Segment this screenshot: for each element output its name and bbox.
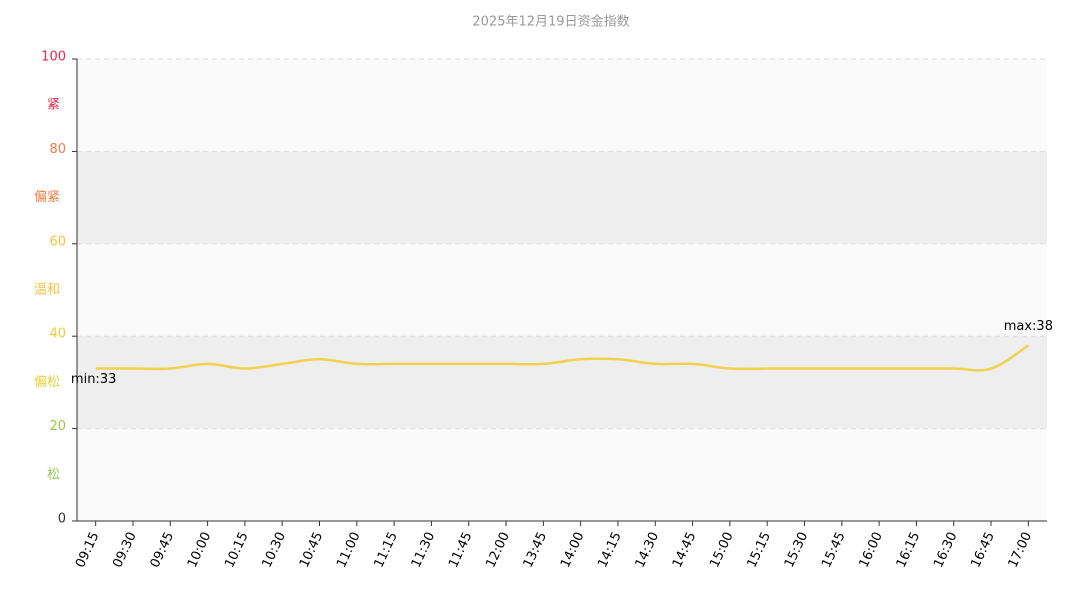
x-tick-label: 10:15 (222, 530, 251, 570)
x-tick-label: 16:15 (894, 530, 923, 570)
band-label: 偏紧 (34, 190, 60, 205)
x-tick-label: 14:00 (558, 530, 587, 570)
band-label: 紧 (47, 98, 60, 113)
x-tick-label: 09:15 (73, 530, 102, 570)
x-tick-label: 16:30 (931, 530, 960, 570)
chart-title: 2025年12月19日资金指数 (472, 14, 629, 30)
x-tick-label: 10:00 (185, 530, 214, 570)
x-tick-label: 12:00 (483, 530, 512, 570)
band (77, 59, 1047, 152)
series-line (95, 344, 1030, 372)
y-tick-label: 60 (49, 234, 66, 249)
x-tick-label: 14:30 (633, 530, 662, 570)
max-label: max:38 (1004, 319, 1053, 334)
x-tick-label: 11:00 (334, 530, 363, 570)
x-tick-label: 17:00 (1006, 530, 1035, 570)
x-tick-label: 16:00 (856, 530, 885, 570)
x-tick-label: 11:30 (409, 530, 438, 570)
x-tick-label: 10:30 (260, 530, 289, 570)
x-tick-label: 14:45 (670, 530, 699, 570)
y-tick-label: 0 (58, 512, 66, 527)
x-tick-label: 15:30 (782, 530, 811, 570)
band (77, 336, 1047, 429)
band-label: 温和 (34, 283, 60, 298)
y-tick-label: 100 (41, 50, 66, 65)
min-label: min:33 (71, 372, 116, 387)
x-tick-label: 10:45 (297, 530, 326, 570)
band (77, 151, 1047, 244)
y-tick-label: 40 (49, 327, 66, 342)
x-tick-label: 13:45 (521, 530, 550, 570)
band (77, 243, 1047, 337)
x-tick-label: 15:45 (819, 530, 848, 570)
y-tick-label: 80 (49, 142, 66, 157)
x-tick-label: 15:00 (707, 530, 736, 570)
band (77, 428, 1047, 521)
x-tick-label: 11:45 (446, 530, 475, 570)
x-tick-label: 15:15 (745, 530, 774, 570)
x-tick-label: 16:45 (968, 530, 997, 570)
x-tick-label: 11:15 (371, 530, 400, 570)
band-label: 松 (47, 467, 60, 482)
x-tick-label: 09:30 (110, 530, 139, 570)
band-label: 偏松 (34, 375, 60, 390)
x-tick-label: 09:45 (148, 530, 177, 570)
x-tick-label: 14:15 (595, 530, 624, 570)
y-tick-label: 20 (49, 419, 66, 434)
